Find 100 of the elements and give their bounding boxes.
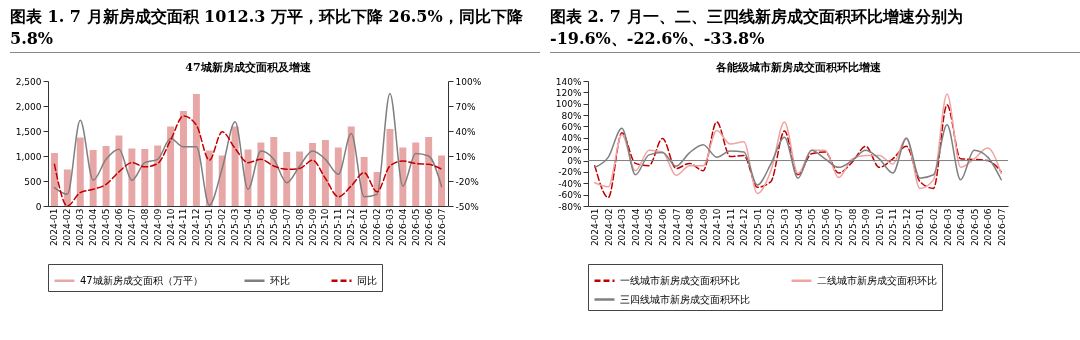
line-series (53, 92, 443, 206)
bar (438, 155, 446, 206)
x-tick-label: 2025-02 (217, 208, 228, 247)
x-tick-label: 2025-06 (820, 208, 831, 247)
bar (425, 137, 433, 206)
x-tick-label: 2024-08 (685, 208, 696, 247)
y2-tick-label: 40% (455, 126, 476, 137)
bar (50, 153, 58, 206)
bar (115, 135, 123, 206)
y-tick-label: 40% (561, 133, 582, 144)
x-tick-label: 2026-05 (410, 208, 421, 247)
y2-tick-label: -20% (455, 176, 480, 187)
x-tick-label: 2025-07 (281, 208, 292, 247)
y-tick-label: -40% (558, 178, 582, 189)
x-tick-label: 2024-09 (152, 208, 163, 247)
x-tick-label: 2024-08 (139, 208, 150, 247)
x-tick-label: 2026-07 (436, 208, 447, 247)
bar (412, 142, 420, 206)
legend-label: 环比 (270, 274, 290, 286)
y-tick-label: 0% (567, 156, 582, 167)
x-tick-label: 2025-09 (861, 208, 872, 247)
x-tick-label: 2025-08 (847, 208, 858, 247)
chart-title: 图表 1. 7 月新房成交面积 1012.3 万平，环比下降 26.5%，同比下降 5.8% (10, 0, 540, 53)
chart-title: 图表 2. 7 月一、二、三四线新房成交面积环比增速分别为 -19.6%、-22.6%、-33.8% (550, 0, 1080, 53)
bar (89, 150, 97, 206)
x-tick-label: 2024-02 (603, 208, 614, 247)
x-tick-label: 2025-11 (888, 208, 899, 247)
y-tick-label: -80% (558, 201, 582, 212)
bar (192, 94, 200, 206)
x-tick-label: 2024-01 (590, 208, 601, 247)
x-tick-label: 2024-03 (617, 208, 628, 247)
x-tick-label: 2025-04 (243, 208, 253, 247)
line-series (53, 115, 443, 207)
x-tick-label: 2025-12 (346, 208, 357, 247)
x-tick-label: 2024-06 (658, 208, 669, 247)
legend-label: 二线城市新房成交面积环比 (817, 274, 937, 286)
y-tick-label: 140% (555, 76, 582, 87)
chart-subtitle: 47城新房成交面积及增速 (185, 61, 312, 74)
x-tick-label: 2024-10 (165, 208, 176, 247)
y-tick-label: 100% (555, 99, 582, 110)
x-tick-label: 2024-05 (101, 208, 112, 247)
y-tick-label: 1,500 (15, 126, 42, 137)
bar (309, 143, 316, 206)
legend-label: 一线城市新房成交面积环比 (620, 274, 740, 286)
x-tick-label: 2024-09 (698, 208, 709, 247)
bar (270, 137, 278, 206)
x-tick-label: 2026-04 (956, 208, 967, 247)
y2-tick-label: 100% (455, 76, 482, 87)
x-tick-label: 2025-10 (874, 208, 885, 247)
y-tick-label: 2,500 (15, 76, 42, 87)
x-tick-label: 2025-04 (793, 208, 804, 247)
y-tick-label: 20% (561, 144, 582, 155)
x-tick-label: 2024-04 (630, 208, 641, 247)
bar (180, 111, 187, 206)
x-tick-label: 2025-08 (294, 208, 305, 247)
x-tick-label: 2025-02 (766, 208, 777, 247)
x-tick-label: 2024-07 (126, 208, 137, 247)
y2-tick-label: -50% (455, 201, 480, 212)
x-tick-label: 2026-02 (372, 208, 383, 247)
legend-label: 47城新房成交面积（万平） (80, 274, 203, 286)
y-tick-label: 120% (555, 87, 582, 98)
bar (257, 142, 265, 206)
bar (231, 126, 239, 206)
x-tick-label: 2025-05 (807, 208, 818, 247)
x-tick-label: 2026-05 (969, 208, 980, 247)
bar (386, 129, 394, 206)
x-tick-label: 2026-01 (359, 208, 370, 247)
x-tick-label: 2026-03 (942, 208, 953, 247)
x-tick-label: 2026-06 (983, 208, 994, 247)
x-tick-label: 2024-07 (671, 208, 682, 247)
x-tick-label: 2025-03 (779, 208, 790, 247)
y-tick-label: -60% (558, 190, 582, 201)
x-tick-label: 2026-03 (384, 208, 395, 247)
y-tick-label: 60% (561, 121, 582, 132)
x-tick-label: 2025-07 (834, 208, 845, 247)
bar (321, 140, 329, 206)
x-tick-label: 2026-02 (928, 208, 939, 247)
y-tick-label: -20% (558, 167, 582, 178)
x-tick-label: 2026-06 (423, 208, 434, 247)
x-tick-label: 2025-12 (901, 208, 912, 247)
x-tick-label: 2025-03 (230, 208, 241, 247)
x-tick-label: 2024-10 (712, 208, 723, 247)
bar (154, 145, 162, 206)
y-tick-label: 1,000 (15, 151, 42, 162)
x-tick-label: 2026-07 (996, 208, 1007, 247)
bar (283, 152, 291, 206)
x-tick-label: 2024-11 (725, 208, 736, 247)
x-tick-label: 2024-03 (75, 208, 86, 247)
x-tick-label: 2024-05 (644, 208, 655, 247)
x-tick-label: 2025-01 (752, 208, 763, 247)
bar (347, 126, 355, 206)
x-tick-label: 2024-11 (178, 208, 189, 247)
bar (296, 151, 304, 206)
y-tick-label: 0 (35, 201, 42, 212)
x-tick-label: 2024-04 (88, 208, 99, 247)
bar (360, 157, 368, 206)
y2-tick-label: 70% (455, 101, 476, 112)
bar (76, 137, 84, 206)
x-tick-label: 2025-06 (268, 208, 279, 247)
chart-subtitle: 各能级城市新房成交面积环比增速 (714, 61, 882, 74)
